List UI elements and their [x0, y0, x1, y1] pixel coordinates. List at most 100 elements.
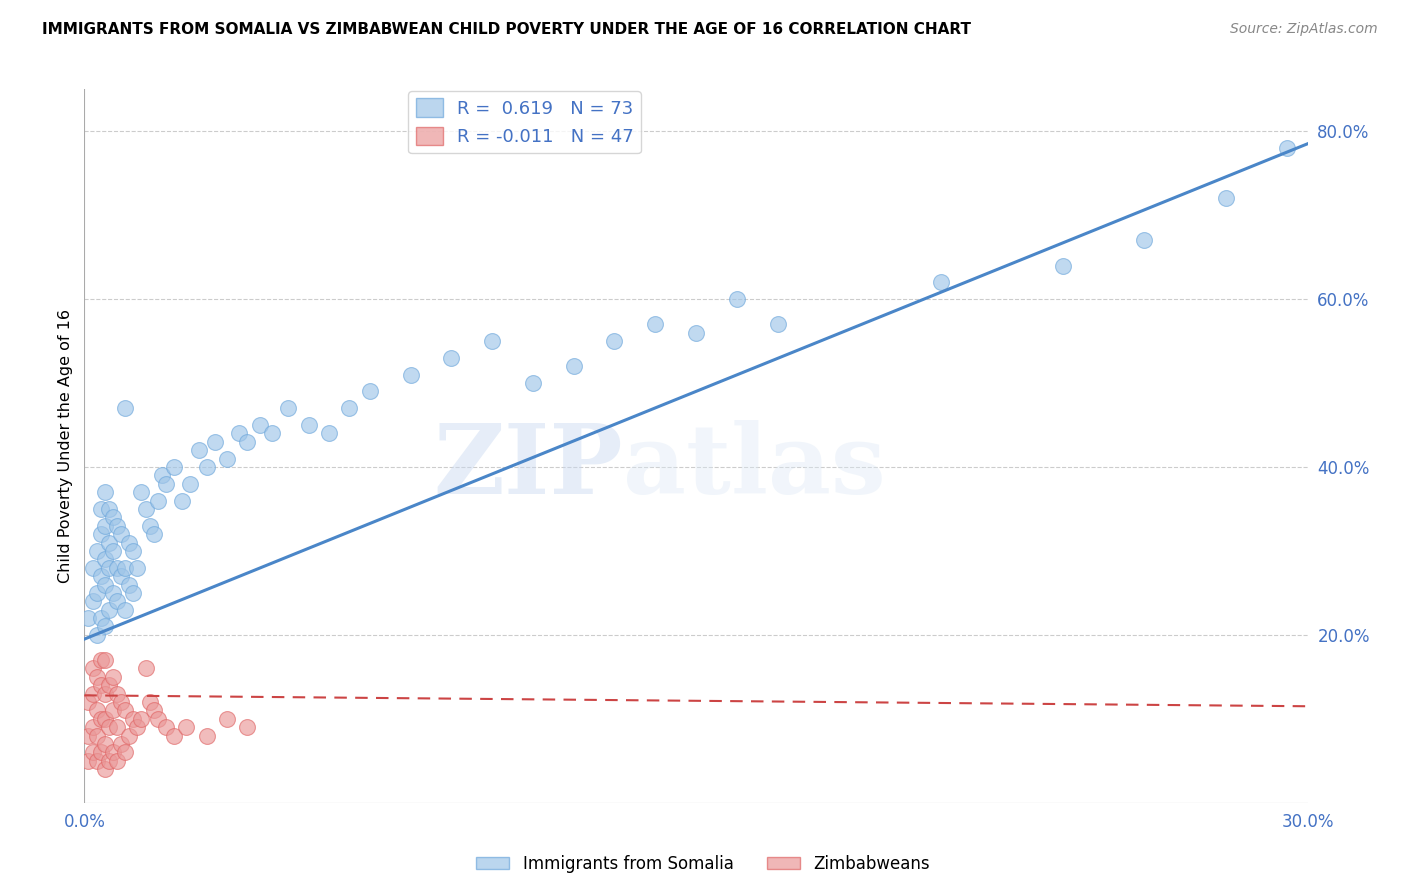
Point: [195, 729, 218, 743]
Point: [77, 695, 100, 709]
Point: [86, 754, 108, 768]
Point: [644, 318, 666, 332]
Point: [1052, 259, 1074, 273]
Point: [766, 318, 789, 332]
Point: [93, 762, 117, 776]
Text: ZIP: ZIP: [433, 420, 623, 515]
Point: [93, 577, 117, 591]
Point: [101, 670, 124, 684]
Point: [82, 594, 104, 608]
Point: [82, 746, 104, 760]
Point: [90, 611, 112, 625]
Point: [1215, 191, 1237, 205]
Point: [163, 460, 186, 475]
Point: [82, 687, 104, 701]
Point: [131, 712, 153, 726]
Point: [142, 703, 165, 717]
Point: [105, 720, 128, 734]
Point: [114, 746, 136, 760]
Point: [236, 720, 259, 734]
Point: [101, 746, 124, 760]
Point: [90, 527, 112, 541]
Point: [97, 678, 120, 692]
Point: [86, 544, 108, 558]
Point: [359, 384, 381, 399]
Point: [82, 560, 104, 574]
Point: [97, 535, 120, 549]
Point: [86, 628, 108, 642]
Point: [339, 401, 361, 416]
Point: [90, 746, 112, 760]
Point: [86, 586, 108, 600]
Point: [90, 712, 112, 726]
Point: [110, 527, 132, 541]
Point: [101, 544, 124, 558]
Point: [97, 560, 120, 574]
Point: [1277, 141, 1299, 155]
Text: IMMIGRANTS FROM SOMALIA VS ZIMBABWEAN CHILD POVERTY UNDER THE AGE OF 16 CORRELAT: IMMIGRANTS FROM SOMALIA VS ZIMBABWEAN CH…: [42, 22, 972, 37]
Point: [127, 560, 149, 574]
Point: [603, 334, 626, 348]
Point: [138, 518, 160, 533]
Point: [97, 720, 120, 734]
Point: [562, 359, 585, 374]
Point: [110, 569, 132, 583]
Point: [82, 720, 104, 734]
Point: [118, 535, 141, 549]
Point: [122, 544, 145, 558]
Point: [105, 687, 128, 701]
Point: [118, 577, 141, 591]
Point: [929, 275, 952, 289]
Point: [101, 586, 124, 600]
Point: [93, 712, 117, 726]
Point: [86, 670, 108, 684]
Point: [138, 695, 160, 709]
Point: [195, 460, 218, 475]
Point: [217, 451, 239, 466]
Point: [122, 586, 145, 600]
Point: [146, 712, 169, 726]
Point: [155, 476, 177, 491]
Point: [93, 485, 117, 500]
Point: [176, 720, 198, 734]
Point: [105, 754, 128, 768]
Point: [249, 417, 271, 432]
Point: [114, 603, 136, 617]
Point: [114, 401, 136, 416]
Point: [93, 737, 117, 751]
Point: [135, 502, 157, 516]
Point: [399, 368, 422, 382]
Point: [236, 434, 259, 449]
Point: [522, 376, 544, 390]
Point: [86, 729, 108, 743]
Point: [146, 493, 169, 508]
Point: [127, 720, 149, 734]
Point: [90, 653, 112, 667]
Text: Source: ZipAtlas.com: Source: ZipAtlas.com: [1230, 22, 1378, 37]
Point: [114, 560, 136, 574]
Point: [77, 754, 100, 768]
Point: [150, 468, 173, 483]
Point: [142, 527, 165, 541]
Point: [90, 678, 112, 692]
Point: [90, 569, 112, 583]
Point: [93, 552, 117, 566]
Point: [260, 426, 283, 441]
Point: [440, 351, 463, 365]
Point: [105, 560, 128, 574]
Point: [217, 712, 239, 726]
Point: [97, 502, 120, 516]
Point: [163, 729, 186, 743]
Point: [93, 619, 117, 633]
Legend: Immigrants from Somalia, Zimbabweans: Immigrants from Somalia, Zimbabweans: [470, 848, 936, 880]
Point: [204, 434, 226, 449]
Y-axis label: Child Poverty Under the Age of 16: Child Poverty Under the Age of 16: [58, 309, 73, 583]
Point: [110, 695, 132, 709]
Point: [86, 703, 108, 717]
Point: [97, 754, 120, 768]
Point: [277, 401, 299, 416]
Point: [298, 417, 321, 432]
Point: [172, 493, 194, 508]
Point: [90, 502, 112, 516]
Point: [97, 603, 120, 617]
